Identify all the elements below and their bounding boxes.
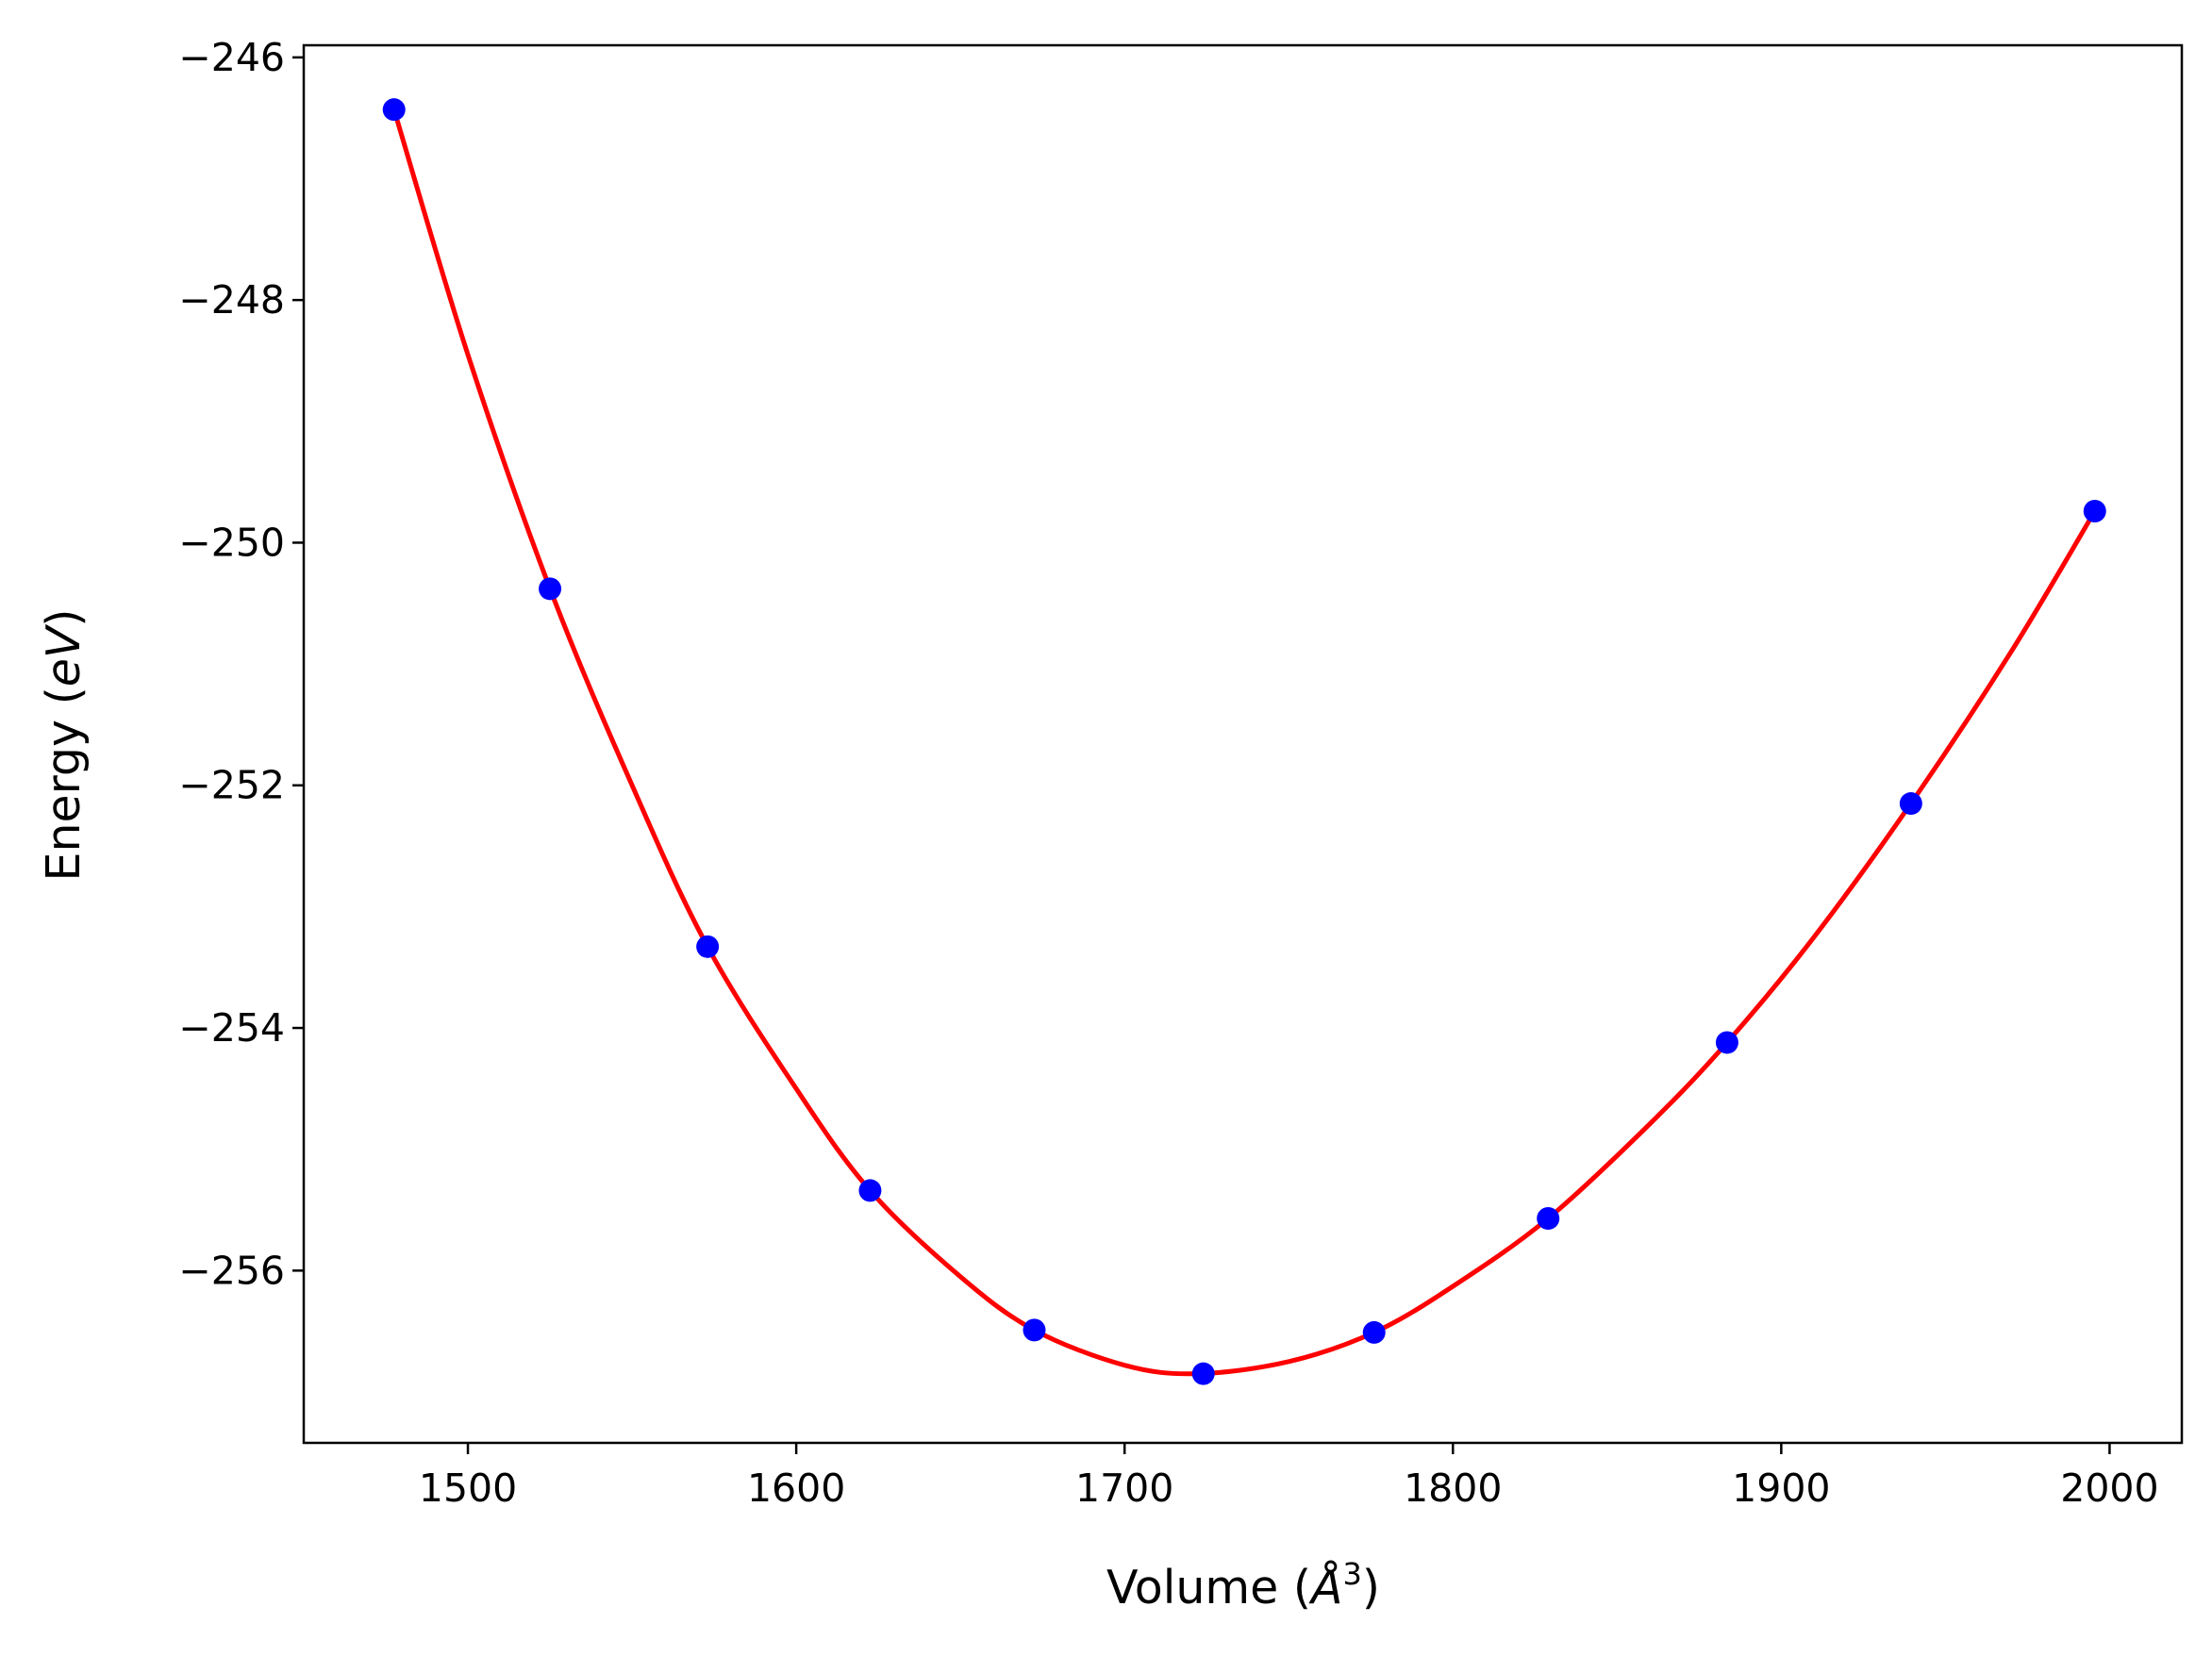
data-point: [539, 577, 562, 601]
x-axis-label-close: ): [1362, 1561, 1380, 1615]
data-point: [696, 935, 720, 958]
data-point: [2083, 500, 2106, 522]
x-axis-label-unit: Å: [1308, 1559, 1343, 1615]
x-axis-label-exponent: 3: [1342, 1556, 1361, 1592]
data-point: [1899, 792, 1922, 816]
y-tick-label: −246: [178, 35, 285, 80]
x-tick-label: 1500: [419, 1466, 517, 1511]
y-axis-label: Energy (eV): [37, 608, 91, 881]
x-tick-label: 2000: [2060, 1466, 2158, 1511]
x-tick-label: 1800: [1404, 1466, 1502, 1511]
x-tick-label: 1600: [747, 1466, 845, 1511]
data-point: [858, 1179, 882, 1202]
y-axis-label-text: Energy (: [37, 687, 91, 881]
data-point: [382, 98, 406, 122]
y-tick-label: −248: [178, 277, 285, 323]
y-tick-label: −256: [178, 1248, 285, 1293]
y-axis: −246 −248 −250 −252 −254 −256: [178, 35, 304, 1293]
y-tick-label: −252: [178, 763, 285, 808]
fit-curve: [391, 108, 2097, 1377]
data-point: [1537, 1207, 1560, 1231]
y-axis-label-unit: eV: [37, 623, 91, 687]
y-axis-label-close: ): [37, 608, 91, 626]
data-point: [1715, 1031, 1738, 1054]
x-axis: 1500 1600 1700 1800 1900 2000: [419, 1443, 2159, 1511]
y-tick-label: −254: [178, 1005, 285, 1051]
y-tick-label: −250: [178, 520, 285, 565]
x-tick-label: 1700: [1075, 1466, 1173, 1511]
x-axis-label-text: Volume (: [1106, 1561, 1311, 1615]
plot-area: [382, 98, 2106, 1385]
axes-frame: [302, 43, 2184, 1445]
data-point: [1191, 1362, 1215, 1385]
data-point: [1362, 1320, 1386, 1344]
x-tick-label: 1900: [1732, 1466, 1830, 1511]
data-point: [1023, 1318, 1046, 1342]
x-axis-label: Volume (Å3): [1106, 1556, 1380, 1615]
